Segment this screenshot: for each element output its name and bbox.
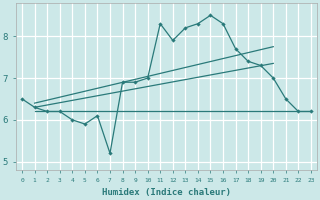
X-axis label: Humidex (Indice chaleur): Humidex (Indice chaleur) bbox=[102, 188, 231, 197]
